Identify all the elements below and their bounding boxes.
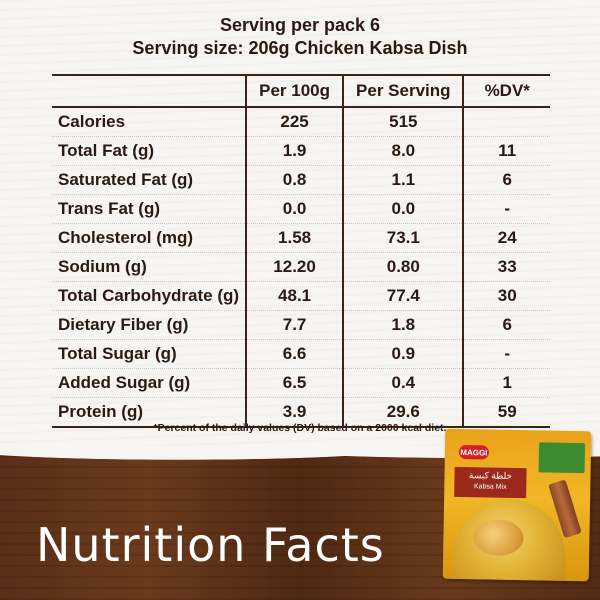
table-row: Added Sugar (g) 6.5 0.4 1	[52, 368, 550, 398]
product-package-image: MAGGI خلطة كبسة Kabsa Mix	[442, 428, 592, 582]
nutrition-facts-title: Nutrition Facts	[36, 518, 385, 572]
per-serving-value: 29.6	[342, 397, 464, 428]
brand-logo: MAGGI	[458, 444, 490, 460]
nutrient-label: Sodium (g)	[52, 252, 247, 282]
per-100g-value: 6.5	[245, 368, 344, 398]
per-100g-value: 48.1	[245, 281, 344, 311]
nutrient-label: Total Carbohydrate (g)	[52, 281, 247, 311]
dv-value: 30	[462, 281, 550, 311]
nutrient-label: Saturated Fat (g)	[52, 165, 247, 195]
dv-value: -	[462, 194, 550, 224]
nutrient-label: Cholesterol (mg)	[52, 223, 247, 253]
column-header-per-serving: Per Serving	[342, 74, 464, 108]
per-serving-value: 0.0	[342, 194, 464, 224]
dv-value: 6	[462, 165, 550, 195]
per-serving-value: 0.9	[342, 339, 464, 369]
per-100g-value: 12.20	[245, 252, 344, 282]
nutrient-label: Trans Fat (g)	[52, 194, 247, 224]
nutrient-label: Total Fat (g)	[52, 136, 247, 166]
table-row: Total Fat (g) 1.9 8.0 11	[52, 136, 550, 166]
product-name-band: خلطة كبسة Kabsa Mix	[454, 466, 527, 499]
nutrient-label: Calories	[52, 107, 247, 137]
table-row: Total Sugar (g) 6.6 0.9 -	[52, 339, 550, 369]
dv-value: 33	[462, 252, 550, 282]
servings-per-pack: Serving per pack 6	[219, 15, 381, 35]
table-row: Saturated Fat (g) 0.8 1.1 6	[52, 165, 550, 195]
dv-value: -	[462, 339, 550, 369]
per-100g-value: 3.9	[245, 397, 344, 428]
per-serving-value: 0.80	[342, 252, 464, 282]
per-100g-value: 225	[245, 107, 344, 137]
table-row: Sodium (g) 12.20 0.80 33	[52, 252, 550, 282]
dv-value: 1	[462, 368, 550, 398]
nutrient-label: Protein (g)	[52, 397, 247, 428]
per-100g-value: 6.6	[245, 339, 344, 369]
column-header-dv: %DV*	[462, 74, 550, 108]
per-serving-value: 1.8	[342, 310, 464, 340]
nutrition-table: Per 100g Per Serving %DV* Calories 225 5…	[52, 74, 550, 428]
table-header-row: Per 100g Per Serving %DV*	[52, 74, 550, 108]
per-100g-value: 7.7	[245, 310, 344, 340]
per-serving-value: 8.0	[342, 136, 464, 166]
dv-footnote: *Percent of the daily values (DV) based …	[153, 422, 447, 434]
per-100g-value: 0.0	[245, 194, 344, 224]
table-row: Trans Fat (g) 0.0 0.0 -	[52, 194, 550, 224]
per-serving-value: 515	[342, 107, 464, 137]
table-row: Calories 225 515	[52, 107, 550, 137]
product-badge	[538, 442, 586, 474]
per-serving-value: 77.4	[342, 281, 464, 311]
dv-value: 11	[462, 136, 550, 166]
per-100g-value: 0.8	[245, 165, 344, 195]
per-100g-value: 1.9	[245, 136, 344, 166]
column-header-nutrient	[52, 74, 247, 108]
table-row: Protein (g) 3.9 29.6 59	[52, 397, 550, 428]
nutrient-label: Dietary Fiber (g)	[52, 310, 247, 340]
serving-header: Serving per pack 6 Serving size: 206g Ch…	[0, 14, 600, 60]
per-serving-value: 1.1	[342, 165, 464, 195]
per-100g-value: 1.58	[245, 223, 344, 253]
per-serving-value: 73.1	[342, 223, 464, 253]
per-serving-value: 0.4	[342, 368, 464, 398]
product-name-english: Kabsa Mix	[473, 483, 507, 491]
table-row: Dietary Fiber (g) 7.7 1.8 6	[52, 310, 550, 340]
dv-value: 6	[462, 310, 550, 340]
serving-size: Serving size: 206g Chicken Kabsa Dish	[132, 38, 468, 58]
table-row: Total Carbohydrate (g) 48.1 77.4 30	[52, 281, 550, 311]
column-header-per-100g: Per 100g	[245, 74, 344, 108]
dv-value: 24	[462, 223, 550, 253]
table-row: Cholesterol (mg) 1.58 73.1 24	[52, 223, 550, 253]
nutrient-label: Total Sugar (g)	[52, 339, 247, 369]
dv-value: 59	[462, 397, 550, 428]
nutrient-label: Added Sugar (g)	[52, 368, 247, 398]
dv-value	[462, 107, 550, 137]
